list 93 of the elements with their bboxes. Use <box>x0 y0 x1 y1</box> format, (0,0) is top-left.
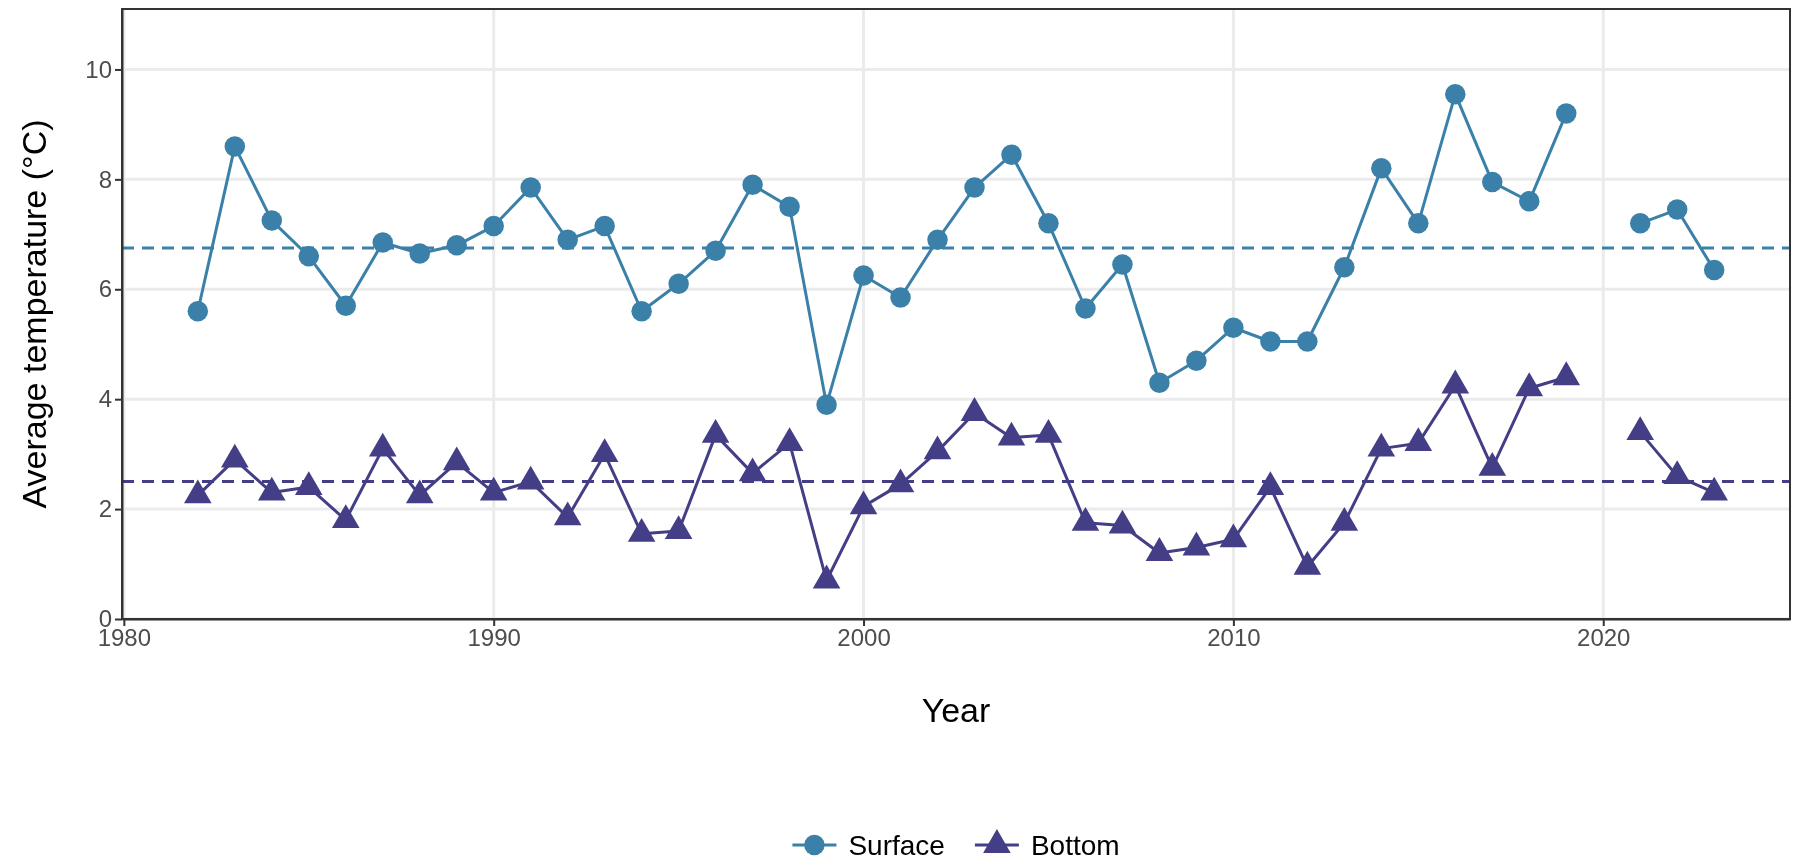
point <box>1666 199 1688 220</box>
point <box>1445 83 1466 105</box>
point <box>1108 509 1137 534</box>
point <box>446 235 467 256</box>
point <box>479 476 508 501</box>
point <box>1515 372 1544 397</box>
point <box>221 443 249 468</box>
point <box>1071 506 1100 531</box>
point <box>1478 451 1507 476</box>
point <box>1038 213 1059 234</box>
point <box>1703 259 1725 281</box>
point <box>964 177 985 198</box>
point <box>368 432 397 457</box>
point <box>1552 361 1581 386</box>
point <box>668 273 689 294</box>
point <box>1293 550 1322 575</box>
point <box>1441 369 1470 394</box>
point <box>849 490 878 515</box>
point <box>779 196 800 218</box>
point <box>923 435 952 460</box>
point <box>1334 257 1355 278</box>
y-tick-label: 8 <box>98 165 112 193</box>
x-tick-label: 2010 <box>1207 624 1261 652</box>
point <box>705 240 726 262</box>
point <box>1219 523 1248 548</box>
point <box>1182 531 1211 556</box>
point <box>1330 506 1359 531</box>
point <box>516 465 545 490</box>
point <box>775 427 804 452</box>
point <box>409 243 430 264</box>
point <box>1034 418 1063 443</box>
point <box>442 446 471 471</box>
point <box>1482 171 1503 193</box>
y-axis-title: Average temperature (°C) <box>15 119 53 509</box>
legend-label: Bottom <box>1030 830 1120 861</box>
point <box>331 504 360 529</box>
point <box>1145 537 1174 562</box>
point <box>553 501 582 526</box>
point <box>742 174 763 196</box>
point <box>298 246 320 267</box>
point <box>927 229 948 251</box>
point <box>1186 350 1207 371</box>
y-tick-label: 10 <box>85 55 112 83</box>
point <box>590 438 619 463</box>
point <box>184 479 212 504</box>
point <box>664 515 693 540</box>
point <box>1371 158 1392 179</box>
point <box>372 232 393 253</box>
y-tick-label: 2 <box>98 495 112 523</box>
point <box>1663 460 1691 485</box>
point <box>557 229 578 251</box>
point <box>1112 254 1133 275</box>
point <box>1223 317 1244 338</box>
point <box>812 564 841 589</box>
point <box>886 468 915 493</box>
x-tick-label: 2000 <box>837 624 891 652</box>
point <box>224 136 246 157</box>
point <box>1256 471 1285 496</box>
x-axis-title: Year <box>921 691 991 729</box>
point <box>1700 476 1728 501</box>
point <box>853 265 874 286</box>
point <box>1626 416 1655 441</box>
point <box>1001 144 1022 165</box>
point <box>627 517 656 542</box>
point <box>594 215 615 237</box>
point <box>701 418 730 443</box>
y-tick-label: 4 <box>98 385 112 413</box>
point <box>1555 103 1577 124</box>
y-tick-label: 6 <box>98 275 112 303</box>
point <box>960 396 989 421</box>
point <box>1404 427 1433 452</box>
point <box>738 457 767 482</box>
legend-label: Surface <box>848 830 945 861</box>
point <box>1260 331 1281 352</box>
point <box>1297 331 1318 352</box>
point <box>261 210 283 231</box>
point <box>1629 213 1651 234</box>
point <box>294 471 323 496</box>
x-tick-label: 2020 <box>1577 624 1631 652</box>
point <box>1075 298 1096 319</box>
x-tick-label: 1990 <box>467 624 521 652</box>
point <box>405 479 434 504</box>
point <box>890 287 911 308</box>
point <box>997 421 1026 446</box>
point <box>1367 432 1396 457</box>
point <box>1408 213 1429 234</box>
point <box>187 301 209 322</box>
point <box>335 295 357 316</box>
point <box>520 177 541 198</box>
point <box>483 215 504 237</box>
point <box>1519 191 1540 212</box>
point <box>257 476 286 501</box>
point <box>631 301 652 322</box>
